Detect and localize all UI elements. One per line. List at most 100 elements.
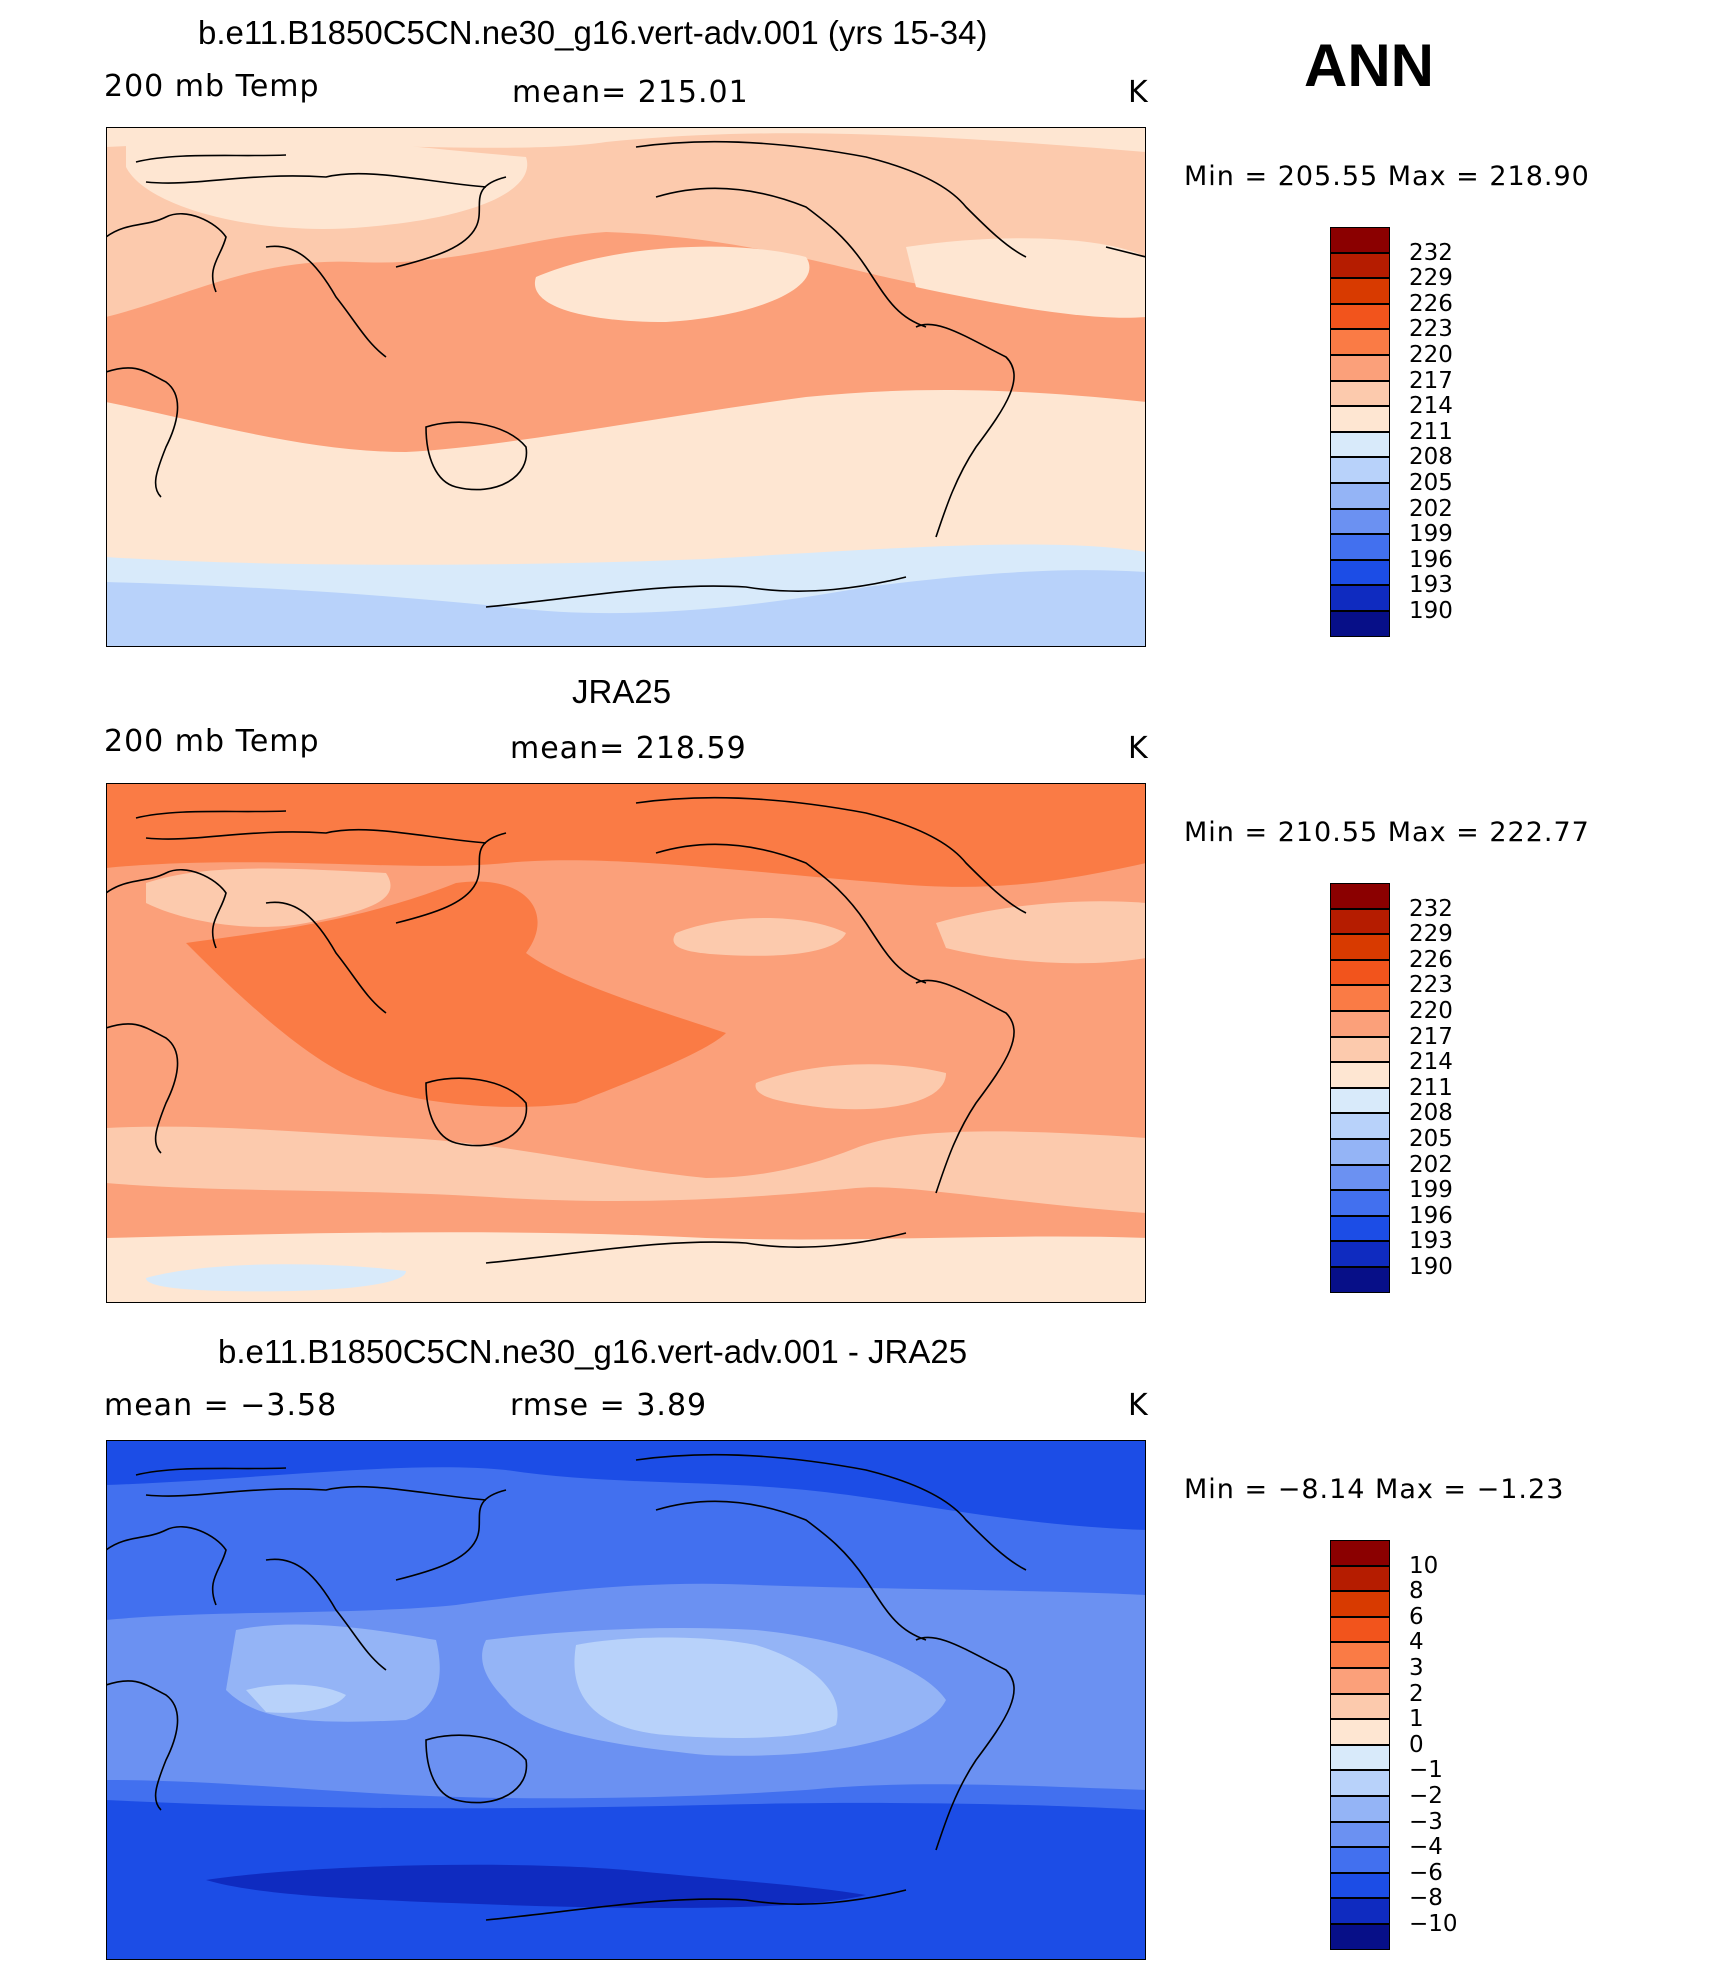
north-cool-patch bbox=[126, 134, 528, 229]
colorbar-box bbox=[1330, 1642, 1390, 1668]
colorbar-label: 193 bbox=[1409, 572, 1453, 599]
colorbar-box bbox=[1330, 883, 1390, 909]
colorbar-label: 190 bbox=[1409, 1254, 1453, 1280]
field-label: 200 mb Temp bbox=[104, 724, 320, 759]
colorbar-box bbox=[1330, 1616, 1390, 1643]
tropical-weak bbox=[226, 1624, 440, 1722]
colorbar-label: 220 bbox=[1409, 342, 1453, 368]
colorbar-box bbox=[1330, 227, 1390, 253]
colorbar-box bbox=[1330, 1036, 1390, 1063]
colorbar-box bbox=[1330, 934, 1390, 960]
colorbar-label: 1 bbox=[1409, 1706, 1424, 1733]
colorbar-box bbox=[1330, 1215, 1390, 1242]
panel-title: b.e11.B1850C5CN.ne30_g16.vert-adv.001 (y… bbox=[198, 14, 988, 51]
colorbar-box bbox=[1330, 1847, 1390, 1873]
panel-title: b.e11.B1850C5CN.ne30_g16.vert-adv.001 - … bbox=[218, 1333, 968, 1370]
contour-map bbox=[106, 783, 1146, 1303]
colorbar-label: 208 bbox=[1409, 1100, 1453, 1127]
south-cool-patch bbox=[755, 1064, 946, 1110]
colorbar-box bbox=[1330, 1744, 1390, 1771]
colorbar-label: 232 bbox=[1409, 895, 1453, 922]
colorbar-box bbox=[1330, 252, 1390, 279]
minmax-label: Min = 210.55 Max = 222.77 bbox=[1184, 817, 1590, 848]
mean-label: mean= 218.59 bbox=[510, 731, 747, 766]
colorbar-box bbox=[1330, 355, 1390, 381]
europe-cool bbox=[146, 868, 391, 927]
colorbar-label: −6 bbox=[1409, 1859, 1443, 1886]
colorbar-label: 214 bbox=[1409, 1049, 1453, 1076]
colorbar-box bbox=[1330, 406, 1390, 432]
colorbar-label: −4 bbox=[1409, 1834, 1443, 1861]
pacific-weakest bbox=[574, 1637, 838, 1738]
colorbar-box bbox=[1330, 508, 1390, 535]
colorbar-label: 217 bbox=[1409, 367, 1453, 394]
colorbar-box bbox=[1330, 1139, 1390, 1165]
arctic-warm bbox=[106, 783, 1146, 887]
colorbar-label: 8 bbox=[1409, 1578, 1424, 1605]
colorbar-label: 211 bbox=[1409, 1074, 1453, 1101]
contour-map bbox=[106, 127, 1146, 647]
coastlines bbox=[106, 1454, 1027, 1921]
season-label: ANN bbox=[1304, 32, 1434, 99]
minmax-label: Min = 205.55 Max = 218.90 bbox=[1184, 161, 1590, 192]
colorbar-box bbox=[1330, 1062, 1390, 1088]
colorbar-label: 196 bbox=[1409, 546, 1453, 573]
colorbar-label: 229 bbox=[1409, 921, 1453, 948]
colorbar-label: 223 bbox=[1409, 972, 1453, 999]
colorbar-label: 226 bbox=[1409, 946, 1453, 973]
colorbar: 232 229 226 223 220 217 214 211 208 205 202 199 196 1… bbox=[1330, 883, 1453, 1293]
colorbar-label: 223 bbox=[1409, 316, 1453, 343]
colorbar-box bbox=[1330, 959, 1390, 986]
minmax-label: Min = −8.14 Max = −1.23 bbox=[1184, 1474, 1565, 1505]
colorbar-label: 190 bbox=[1409, 598, 1453, 624]
colorbar-label: −1 bbox=[1409, 1757, 1443, 1784]
colorbar-box bbox=[1330, 559, 1390, 586]
colorbar-box bbox=[1330, 431, 1390, 458]
colorbar-box bbox=[1330, 585, 1390, 611]
colorbar-label: 2 bbox=[1409, 1680, 1424, 1707]
colorbar-label: 196 bbox=[1409, 1202, 1453, 1229]
colorbar-label: 3 bbox=[1409, 1655, 1424, 1681]
mean-label: mean= 215.01 bbox=[512, 75, 749, 110]
colorbar-box bbox=[1330, 1898, 1390, 1924]
arctic-strong bbox=[106, 1440, 1146, 1530]
atlantic-cool-patch bbox=[906, 238, 1146, 318]
pacific-cool bbox=[673, 918, 846, 956]
colorbar-label: 229 bbox=[1409, 265, 1453, 292]
atlantic-cool bbox=[936, 901, 1146, 964]
units-label: K bbox=[1128, 75, 1149, 110]
colorbar-box bbox=[1330, 1011, 1390, 1037]
colorbar-label: 193 bbox=[1409, 1228, 1453, 1255]
colorbar-label: 10 bbox=[1409, 1552, 1439, 1579]
colorbar-label: 202 bbox=[1409, 495, 1453, 522]
colorbar-label: 4 bbox=[1409, 1629, 1424, 1656]
colorbar: 232 229 226 223 220 217 214 211 208 205 202 199 196 1… bbox=[1330, 227, 1453, 637]
colorbar-label: 226 bbox=[1409, 290, 1453, 317]
mean-label: mean = −3.58 bbox=[104, 1388, 338, 1423]
units-label: K bbox=[1128, 1388, 1149, 1423]
colorbar-label: 202 bbox=[1409, 1151, 1453, 1178]
colorbar-box bbox=[1330, 985, 1390, 1011]
colorbar-label: 214 bbox=[1409, 393, 1453, 420]
colorbar-label: 0 bbox=[1409, 1731, 1424, 1758]
colorbar-box bbox=[1330, 329, 1390, 355]
colorbar-box bbox=[1330, 908, 1390, 935]
colorbar-label: 232 bbox=[1409, 239, 1453, 266]
colorbar-box bbox=[1330, 1693, 1390, 1720]
colorbar-label: −8 bbox=[1409, 1885, 1443, 1912]
colorbar-box bbox=[1330, 457, 1390, 483]
colorbar-box bbox=[1330, 611, 1390, 637]
rmse-label: rmse = 3.89 bbox=[510, 1388, 708, 1423]
antarctic-colder bbox=[106, 570, 1146, 647]
colorbar-label: 217 bbox=[1409, 1023, 1453, 1050]
colorbar-label: 220 bbox=[1409, 998, 1453, 1024]
colorbar-label: 208 bbox=[1409, 444, 1453, 471]
colorbar-label: 211 bbox=[1409, 418, 1453, 445]
colorbar-box bbox=[1330, 1267, 1390, 1293]
indian-weakest bbox=[246, 1684, 346, 1713]
colorbar-box bbox=[1330, 1872, 1390, 1899]
colorbar-box bbox=[1330, 1668, 1390, 1694]
colorbar-label: −10 bbox=[1409, 1911, 1458, 1937]
colorbar-box bbox=[1330, 1591, 1390, 1617]
colorbar-label: −3 bbox=[1409, 1808, 1443, 1835]
